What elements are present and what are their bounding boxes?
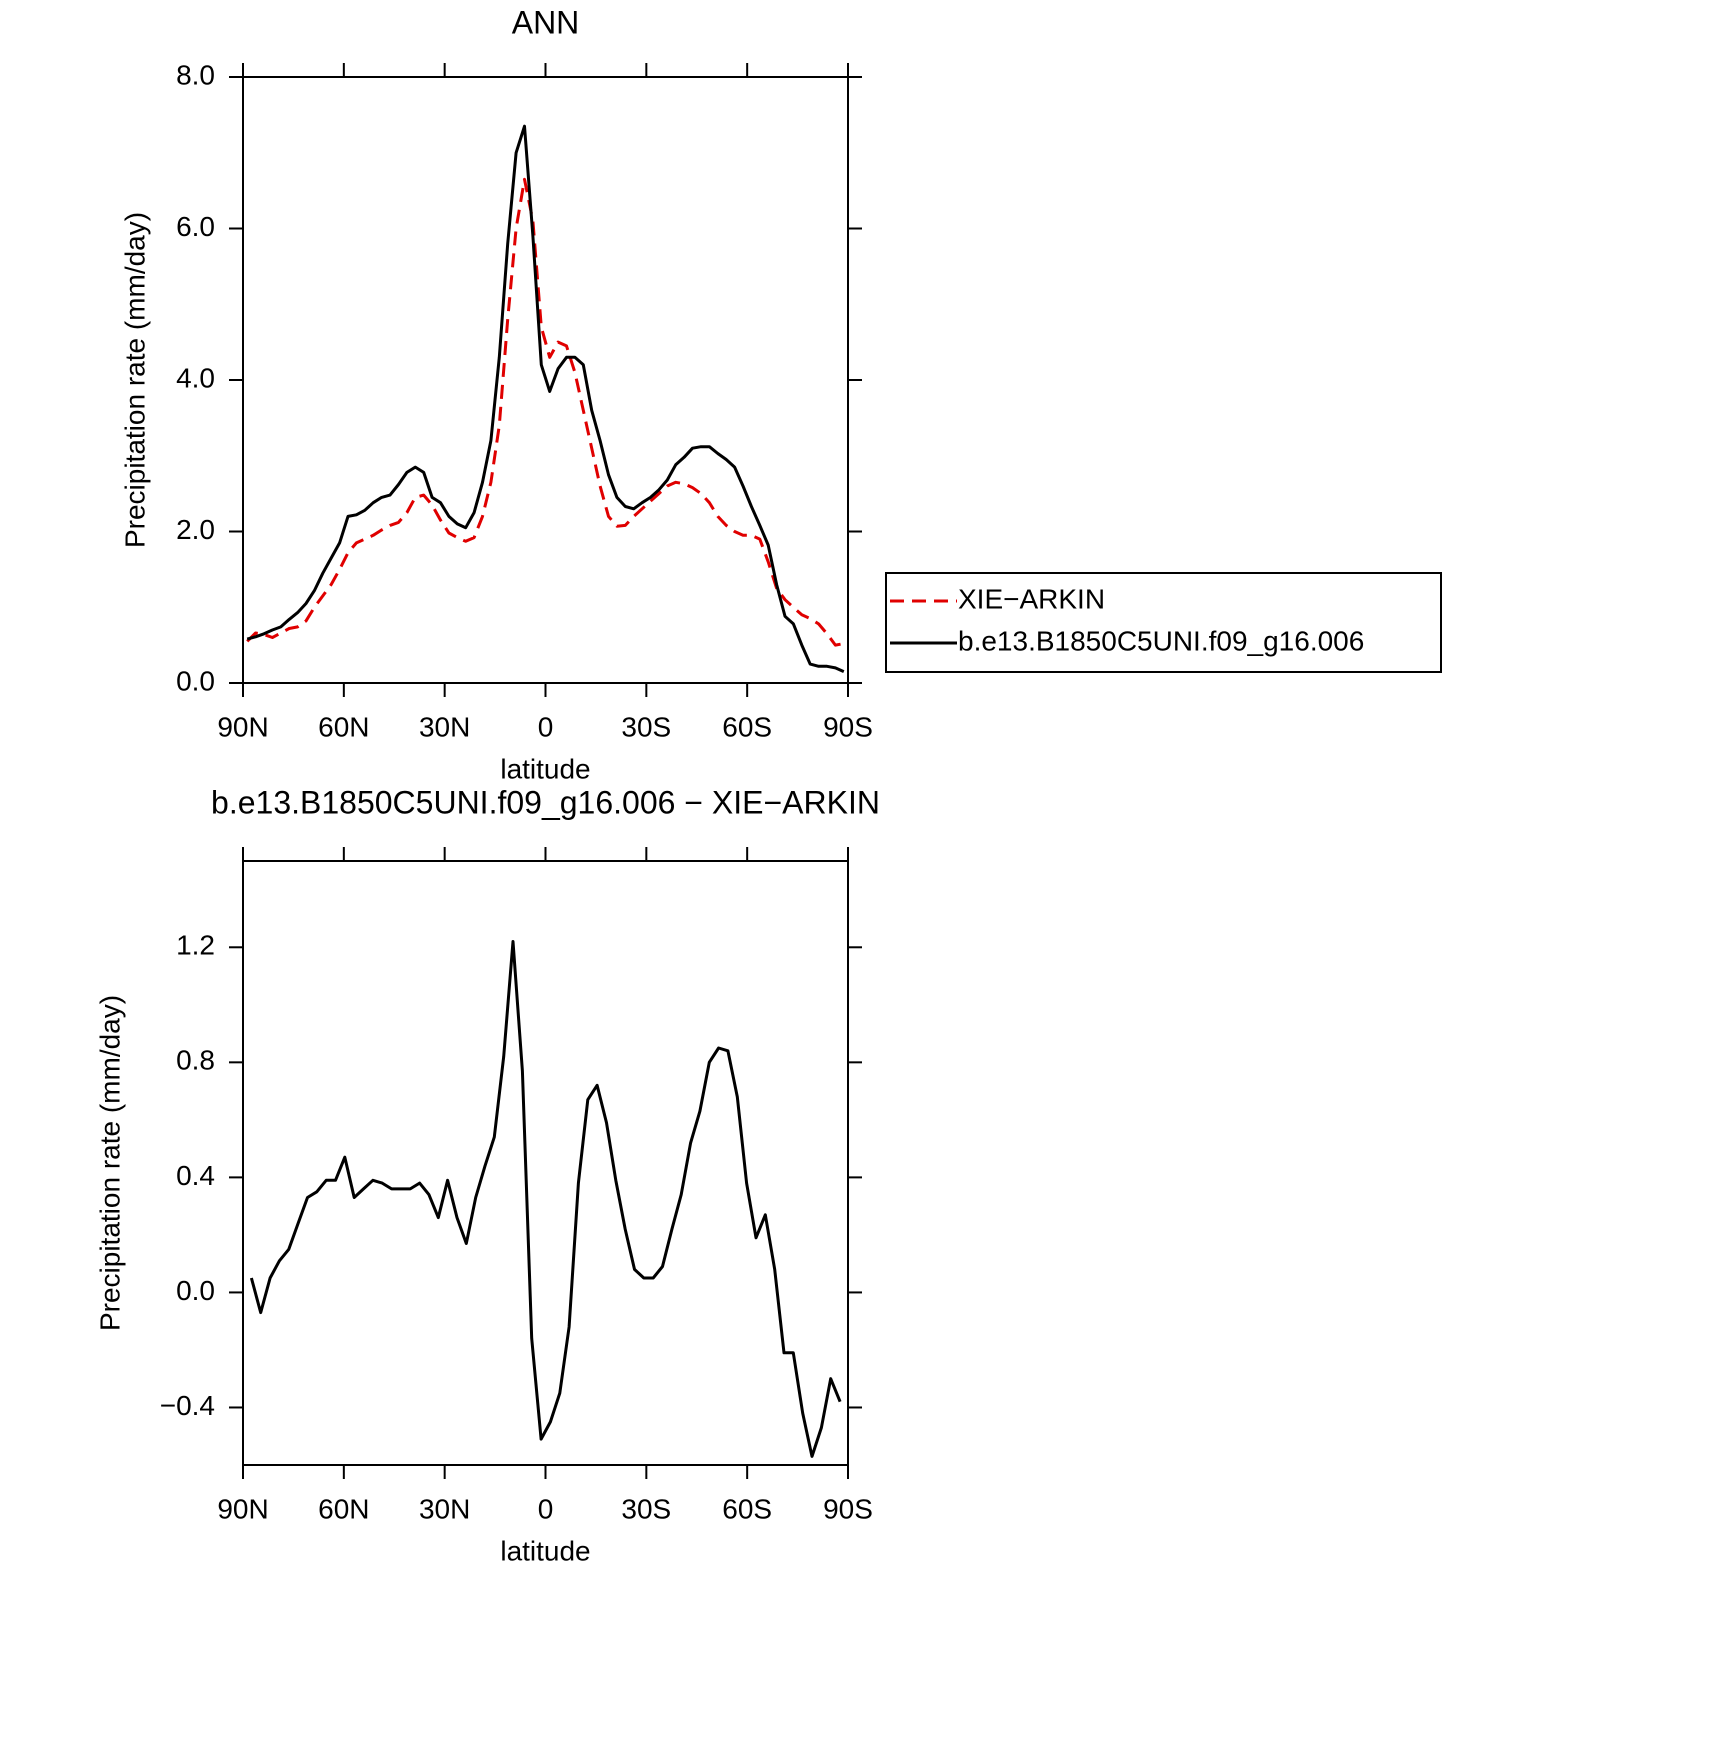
x-tick-label: 30N xyxy=(419,711,470,742)
y-tick-label: 0.0 xyxy=(176,1275,215,1306)
x-tick-label: 60N xyxy=(318,711,369,742)
x-tick-label: 30N xyxy=(419,1493,470,1524)
legend-label: b.e13.B1850C5UNI.f09_g16.006 xyxy=(958,625,1364,656)
chart-title: b.e13.B1850C5UNI.f09_g16.006 − XIE−ARKIN xyxy=(211,784,880,820)
y-tick-label: 0.8 xyxy=(176,1045,215,1076)
data-line xyxy=(246,177,845,647)
x-tick-label: 0 xyxy=(538,711,554,742)
x-tick-label: 30S xyxy=(621,1493,671,1524)
x-tick-label: 60N xyxy=(318,1493,369,1524)
x-tick-label: 60S xyxy=(722,1493,772,1524)
x-tick-label: 30S xyxy=(621,711,671,742)
legend-box xyxy=(885,572,1442,673)
x-tick-label: 90N xyxy=(217,711,268,742)
data-line xyxy=(249,940,842,1458)
x-tick-label: 90S xyxy=(823,711,873,742)
x-axis-label: latitude xyxy=(500,753,590,784)
x-axis-label: latitude xyxy=(500,1535,590,1566)
legend-label: XIE−ARKIN xyxy=(958,583,1105,614)
chart-title: ANN xyxy=(512,4,580,40)
y-axis-label: Precipitation rate (mm/day) xyxy=(94,995,125,1331)
data-line xyxy=(246,124,845,673)
y-tick-label: 6.0 xyxy=(176,211,215,242)
y-tick-label: 8.0 xyxy=(176,59,215,90)
y-tick-label: 1.2 xyxy=(176,930,215,961)
y-axis-label: Precipitation rate (mm/day) xyxy=(119,212,150,548)
x-tick-label: 60S xyxy=(722,711,772,742)
x-tick-label: 90S xyxy=(823,1493,873,1524)
x-tick-label: 0 xyxy=(538,1493,554,1524)
y-tick-label: 0.0 xyxy=(176,665,215,696)
y-tick-label: 2.0 xyxy=(176,514,215,545)
y-tick-label: −0.4 xyxy=(160,1390,215,1421)
y-tick-label: 0.4 xyxy=(176,1160,215,1191)
x-tick-label: 90N xyxy=(217,1493,268,1524)
y-tick-label: 4.0 xyxy=(176,362,215,393)
plot-frame xyxy=(242,860,849,1466)
